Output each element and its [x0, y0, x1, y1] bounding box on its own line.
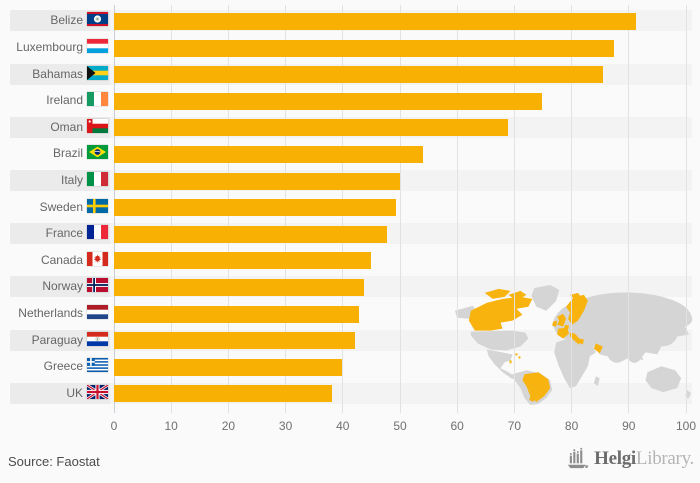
flag-canada-icon	[87, 251, 108, 266]
bar-uk[interactable]	[114, 385, 332, 403]
row-stripe	[10, 276, 110, 298]
category-label-uk: UK	[66, 385, 83, 400]
category-label-paraguay: Paraguay	[31, 332, 83, 347]
flag-sweden-icon	[87, 198, 108, 213]
map-greece	[577, 338, 584, 345]
gridline	[399, 5, 401, 413]
gridline	[571, 5, 573, 413]
category-label-canada: Canada	[40, 252, 83, 267]
category-label-bahamas: Bahamas	[32, 66, 83, 81]
map-japan	[669, 324, 678, 337]
bar-belize[interactable]	[114, 12, 637, 30]
category-label-ireland: Ireland	[46, 93, 83, 108]
flag-greece-icon	[87, 358, 108, 373]
x-tick-label: 20	[221, 419, 236, 433]
row-stripe	[10, 223, 110, 245]
map-madagascar	[593, 376, 600, 387]
flag-brazil-icon	[87, 145, 108, 160]
category-label-sweden: Sweden	[39, 199, 83, 214]
map-eurasia	[552, 292, 693, 363]
bar-ireland[interactable]	[114, 92, 542, 110]
x-tick-label: 40	[336, 419, 350, 433]
flag-france-icon	[87, 225, 108, 240]
x-tick-label: 0	[110, 419, 118, 433]
map-bahamas	[515, 353, 518, 356]
gridline	[513, 5, 515, 413]
helgi-library-logo[interactable]: Helgi Library.	[565, 446, 694, 471]
map-india	[607, 338, 626, 363]
map-ireland	[552, 320, 558, 327]
row-stripe	[10, 10, 110, 32]
map-belize	[509, 360, 512, 364]
map-usa	[470, 330, 529, 351]
x-tick-label: 10	[164, 419, 178, 433]
bar-luxembourg[interactable]	[114, 39, 614, 57]
map-new-zealand	[685, 390, 692, 400]
map-uk	[557, 313, 567, 327]
flag-paraguay-icon	[87, 331, 108, 346]
category-label-greece: Greece	[43, 359, 83, 374]
bar-sweden[interactable]	[114, 199, 396, 217]
flag-ireland-icon	[87, 92, 108, 107]
flag-luxembourg-icon	[87, 39, 108, 53]
map-australia	[645, 366, 682, 393]
gridline	[456, 5, 458, 413]
flag-netherlands-icon	[87, 305, 108, 319]
category-label-norway: Norway	[42, 279, 83, 294]
steamboat-icon	[568, 447, 589, 469]
category-label-brazil: Brazil	[52, 146, 83, 161]
row-stripe	[10, 169, 110, 191]
row-stripe	[10, 382, 110, 404]
bar-paraguay[interactable]	[114, 332, 355, 350]
logo-text-library: Library.	[635, 447, 694, 469]
source-label: Source: Faostat	[8, 454, 100, 469]
map-greenland	[531, 284, 560, 311]
category-label-italy: Italy	[60, 172, 83, 187]
gridline	[685, 5, 687, 413]
bar-canada[interactable]	[114, 252, 371, 270]
flag-italy-icon	[87, 172, 108, 186]
bar-italy[interactable]	[114, 172, 400, 190]
flag-norway-icon	[87, 278, 108, 293]
category-label-oman: Oman	[50, 119, 83, 134]
category-label-luxembourg: Luxembourg	[16, 39, 83, 54]
map-paraguay	[529, 396, 536, 403]
x-tick-label: 30	[278, 419, 293, 433]
bar-brazil[interactable]	[114, 145, 423, 163]
x-tick-label: 80	[564, 419, 579, 433]
x-tick-label: 90	[622, 419, 636, 433]
gridline	[628, 5, 630, 413]
flag-oman-icon	[87, 118, 108, 133]
flag-belize-icon	[87, 12, 108, 27]
map-italy	[570, 332, 581, 345]
map-oman	[593, 343, 603, 354]
x-tick-label: 50	[393, 419, 407, 433]
category-label-belize: Belize	[50, 13, 83, 28]
row-stripe	[10, 329, 110, 351]
category-label-netherlands: Netherlands	[18, 305, 83, 320]
map-se-asia	[631, 346, 644, 361]
map-france	[557, 327, 570, 339]
category-label-france: France	[45, 226, 83, 241]
bar-france[interactable]	[114, 225, 387, 243]
bar-greece[interactable]	[114, 358, 343, 376]
map-canada	[468, 296, 533, 331]
x-tick-label: 70	[507, 419, 522, 433]
flag-uk-icon	[87, 384, 108, 399]
logo-text-helgi: Helgi	[594, 447, 636, 469]
map-brazil	[522, 372, 551, 403]
x-tick-label: 100	[675, 419, 697, 433]
row-stripe	[10, 63, 110, 85]
map-africa	[554, 338, 596, 389]
x-tick-label: 60	[450, 419, 464, 433]
bar-netherlands[interactable]	[114, 305, 359, 323]
bar-bahamas[interactable]	[114, 66, 604, 84]
map-mexico	[486, 349, 517, 380]
bar-norway[interactable]	[114, 278, 364, 296]
world-map-watermark	[454, 284, 693, 405]
row-stripe	[10, 116, 110, 138]
flag-bahamas-icon	[87, 65, 108, 80]
bar-oman[interactable]	[114, 119, 509, 137]
